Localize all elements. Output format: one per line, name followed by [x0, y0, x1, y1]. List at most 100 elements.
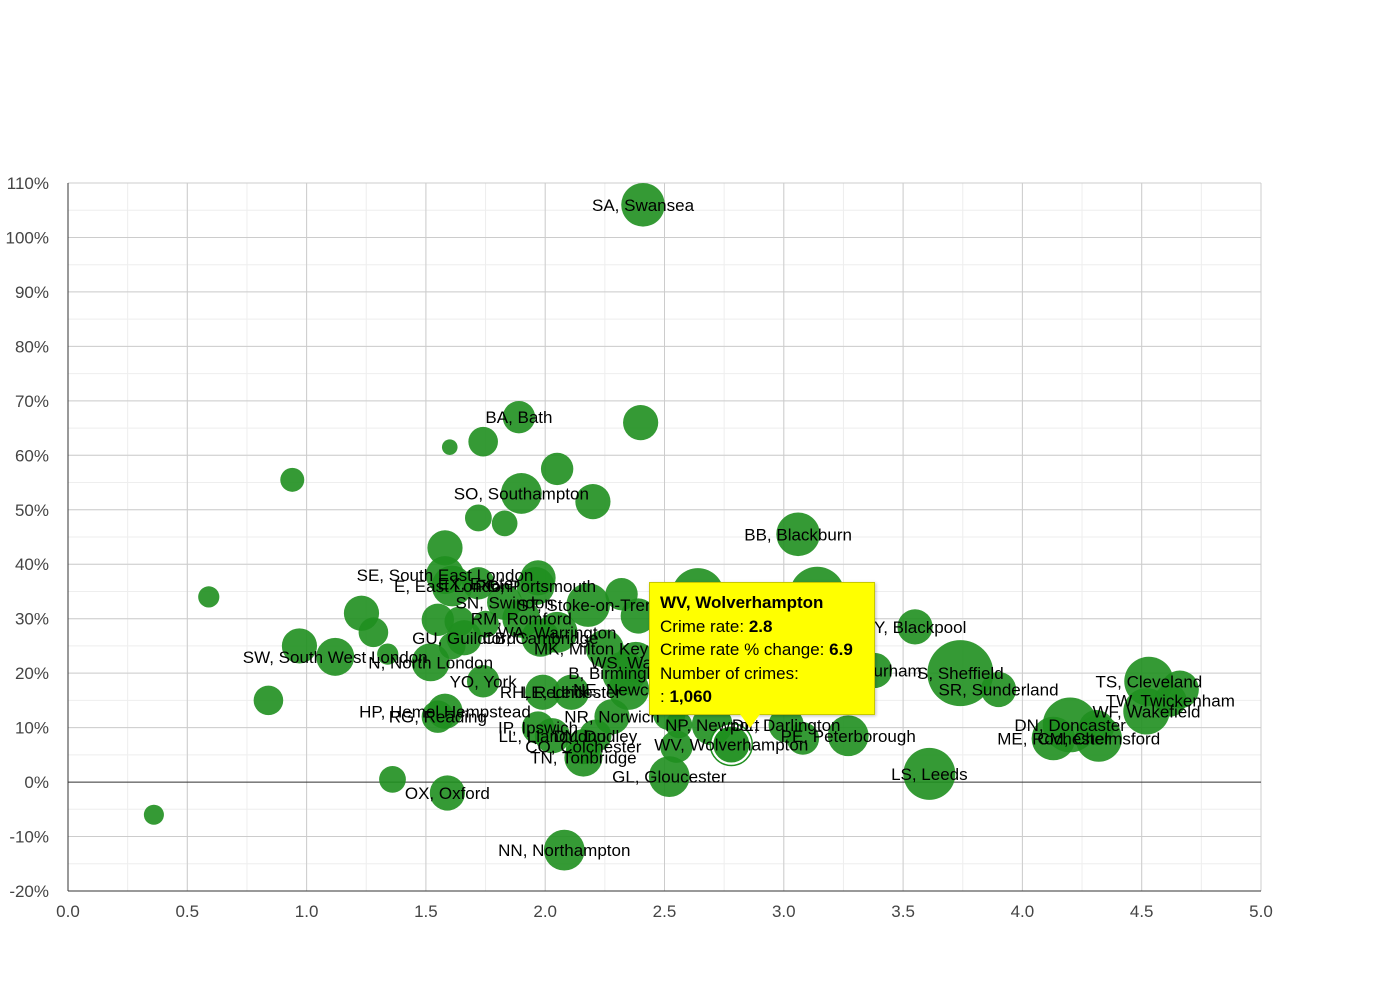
- bubble: [827, 715, 869, 757]
- bubble-label: ME, Rochester: [997, 730, 1110, 749]
- bubble: [543, 829, 585, 871]
- bubble: [379, 765, 406, 793]
- bubble-label: WF, Wakefield: [1092, 702, 1200, 721]
- bubble-label: SN, Swindon: [455, 593, 553, 612]
- bubble-series: [143, 182, 1199, 871]
- bubble-label: LL, Llandudno: [498, 727, 606, 746]
- tooltip-crimes-value: 1,060: [669, 687, 713, 706]
- bubble: [516, 567, 555, 606]
- bubble-label: DY, Dudley: [553, 727, 637, 746]
- bubble: [280, 467, 305, 492]
- y-tick-label: -20%: [9, 882, 49, 901]
- bubble: [377, 643, 399, 665]
- tooltip-rate-row: Crime rate: 2.8: [660, 615, 864, 639]
- bubble-label: CM, Chelmsford: [1037, 730, 1160, 749]
- y-tick-label: 30%: [15, 610, 49, 629]
- bubble: [620, 598, 656, 634]
- bubble: [980, 671, 1017, 708]
- bubble-label: S, Sheffield: [917, 664, 1004, 683]
- bubble-label: TW, Twickenham: [1106, 691, 1235, 710]
- bubble: [441, 439, 458, 455]
- bubble: [786, 722, 820, 755]
- bubble-label: SE, South East London: [357, 566, 534, 585]
- bubble-label: ST, Stoke-on-Trent: [517, 596, 659, 615]
- y-tick-label: 50%: [15, 501, 49, 520]
- bubble-label: SW, South West London: [243, 648, 428, 667]
- y-tick-label: 20%: [15, 664, 49, 683]
- tooltip: WV, Wolverhampton Crime rate: 2.8 Crime …: [649, 582, 875, 715]
- bubble-label: RG, Reading: [389, 708, 487, 727]
- bubble-label: GU, Guildford: [412, 629, 516, 648]
- bubble-label: SA, Swansea: [592, 196, 695, 215]
- bubble: [421, 603, 455, 636]
- bubble-highlighted: [711, 724, 752, 765]
- y-tick-label: 90%: [15, 283, 49, 302]
- y-tick-label: 40%: [15, 555, 49, 574]
- bubble-label: BA, Bath: [485, 408, 552, 427]
- tooltip-crimes-label: Number of crimes:: [660, 663, 799, 683]
- bubble-label: TS, Cleveland: [1095, 672, 1202, 691]
- bubble: [927, 640, 994, 707]
- bubble-label: PE, Peterborough: [781, 727, 916, 746]
- bubble-label: LS, Leeds: [891, 765, 968, 784]
- x-tick-label: 0.5: [175, 902, 199, 921]
- bubble: [897, 609, 933, 645]
- bubble: [1123, 688, 1170, 735]
- bubble-label: HP, Hemel Hempstead: [359, 702, 531, 721]
- bubble-label: RM, Romford: [471, 610, 572, 629]
- x-tick-label: 3.0: [772, 902, 796, 921]
- bubble-label: E, East London: [394, 577, 510, 596]
- x-tick-label: 1.0: [295, 902, 319, 921]
- bubble-label: IP, Ipswich: [498, 719, 578, 738]
- bubble-label: CO, Colchester: [525, 738, 642, 757]
- bubble-label: RH, Redhill: [500, 683, 586, 702]
- bubble: [1075, 715, 1122, 762]
- x-tick-label: 5.0: [1249, 902, 1273, 921]
- bubble-highlight-ring: [709, 722, 754, 767]
- bubble: [621, 182, 665, 227]
- bubble: [540, 452, 574, 486]
- tooltip-change-row: Crime rate % change: 6.9: [660, 638, 864, 662]
- bubble: [427, 530, 463, 566]
- bubble-label: NP, Newport: [665, 716, 759, 735]
- tooltip-rate-value: 2.8: [748, 616, 773, 636]
- x-axis-ticks: 0.0 0.5 1.0 1.5 2.0 2.5 3.0 3.5 4.0 4.5 5.0: [56, 902, 1273, 921]
- tooltip-pointer: [740, 714, 760, 728]
- x-tick-label: 2.5: [653, 902, 677, 921]
- x-tick-label: 4.0: [1011, 902, 1035, 921]
- bubble-label: GL, Gloucester: [612, 768, 727, 787]
- tooltip-change-value: 6.9: [829, 640, 853, 659]
- bubble: [143, 804, 164, 825]
- bubble-labels: SA, Swansea BA, Bath SO, Southampton BB, Bl…: [243, 196, 1235, 860]
- y-tick-label: 70%: [15, 392, 49, 411]
- bubble-label: NN, Northampton: [498, 841, 630, 860]
- bubble: [1031, 716, 1076, 761]
- y-tick-label: -10%: [9, 828, 49, 847]
- tooltip-title: WV, Wolverhampton: [660, 593, 824, 612]
- bubble-label: NR, Norwich: [564, 708, 659, 727]
- x-tick-label: 4.5: [1130, 902, 1154, 921]
- bubble: [281, 628, 318, 664]
- bubble-label: PO, Portsmouth: [475, 577, 596, 596]
- bubble: [253, 685, 284, 716]
- bubble-label: SO, Southampton: [454, 484, 589, 503]
- x-tick-label: 3.5: [891, 902, 915, 921]
- bubble: [411, 643, 450, 682]
- bubble-label: YO, York: [450, 672, 518, 691]
- bubble: [429, 775, 465, 811]
- x-tick-label: 1.5: [414, 902, 438, 921]
- bubble: [553, 674, 590, 710]
- bubble: [500, 473, 542, 514]
- y-tick-label: 60%: [15, 446, 49, 465]
- tooltip-crimes-row: : 1,060: [660, 685, 864, 709]
- bubble: [491, 510, 518, 537]
- bubble: [502, 400, 536, 434]
- bubble-label: TN, Tonbridge: [530, 749, 636, 768]
- bubble: [623, 405, 659, 441]
- y-tick-label: 100%: [6, 228, 49, 247]
- tooltip-change-label: Crime rate % change:: [660, 640, 825, 659]
- bubble-label: EX, Exeter: [438, 574, 520, 593]
- y-tick-label: 110%: [7, 174, 49, 193]
